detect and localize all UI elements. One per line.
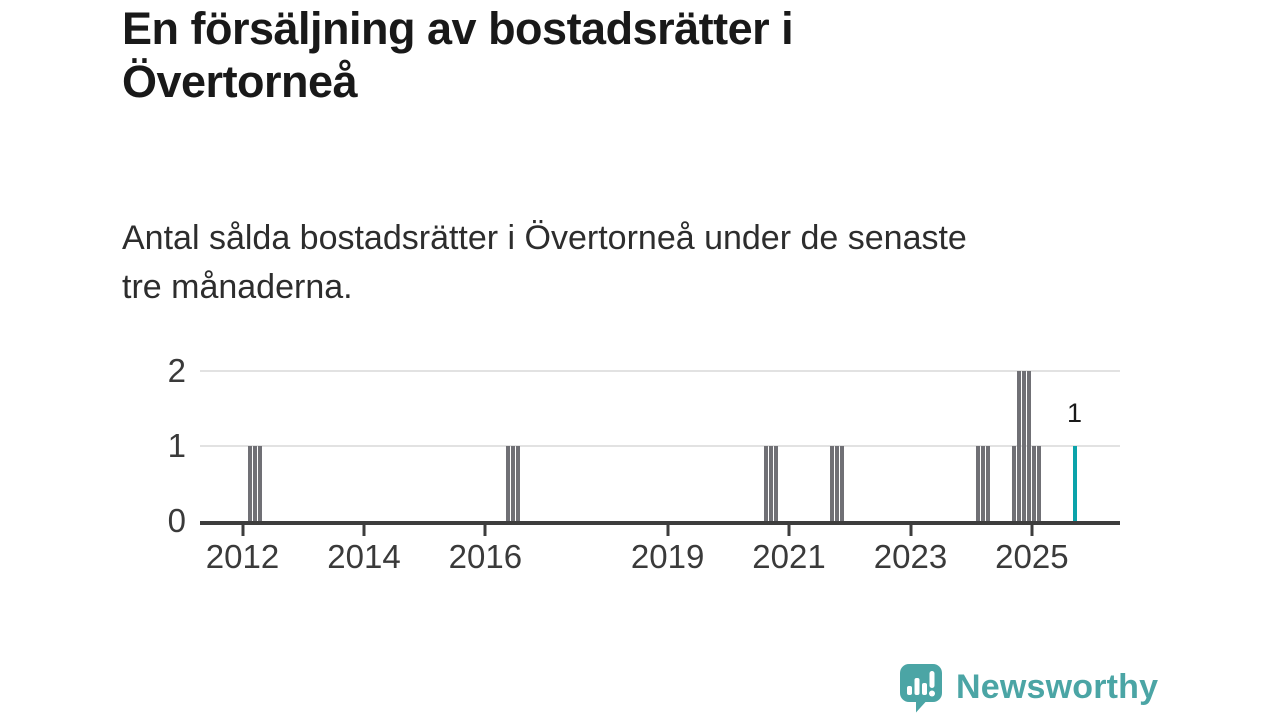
bar-2025-01: [1031, 446, 1036, 521]
x-axis-label-2014: 2014: [327, 538, 401, 575]
bar-2024-10: [1016, 371, 1021, 521]
x-axis-label-2019: 2019: [630, 538, 705, 575]
bar-2021-11: [839, 446, 844, 521]
bar-2012-02: [247, 446, 252, 521]
latest-value-label: 1: [1066, 398, 1083, 428]
bar-2024-04: [986, 446, 991, 521]
bar-2021-09: [829, 446, 834, 521]
x-axis-tick-2023: [909, 525, 912, 536]
x-axis-tick-2021: [787, 525, 791, 536]
gridline-y-2: [200, 370, 1120, 372]
bar-2024-11: [1021, 371, 1026, 521]
y-axis-labels: 0 1 2: [128, 352, 186, 539]
chart-subtitle-line-1: Antal sålda bostadsrätter i Övertorneå u…: [122, 219, 967, 257]
x-axis-tick-2025: [1030, 525, 1034, 536]
x-axis-label-2016: 2016: [448, 538, 523, 575]
bar-2020-08: [763, 446, 768, 521]
bar-2021-10: [834, 446, 839, 521]
chart-subtitle-line-2: tre månaderna.: [122, 268, 353, 306]
page-title-line-2: Övertorneå: [122, 56, 358, 107]
gridline-y-1: [200, 445, 1120, 447]
x-axis-tick-2019: [666, 525, 670, 536]
y-axis-label-0: 0: [167, 502, 186, 539]
x-axis-label-2012: 2012: [205, 538, 280, 575]
x-axis-label-2021: 2021: [752, 538, 826, 575]
bar-2016-05: [505, 446, 510, 521]
bar-2020-09: [768, 446, 773, 521]
bar-2012-03: [252, 446, 257, 521]
newsworthy-wordmark: Newsworthy: [956, 668, 1159, 706]
bar-2024-12: [1026, 371, 1031, 521]
y-axis-label-1: 1: [167, 427, 186, 464]
highlight-bar-2025-09: [1072, 446, 1077, 521]
page-title: En försäljning av bostadsrätter i Överto…: [122, 2, 1182, 108]
bar-2016-06: [510, 446, 515, 521]
bar-2024-03: [981, 446, 986, 521]
x-axis-label-2023: 2023: [873, 538, 948, 575]
x-axis-tick-2016: [483, 525, 487, 536]
newsworthy-icon: [900, 664, 942, 713]
bar-2016-07: [515, 446, 520, 521]
newsworthy-logo: Newsworthy: [897, 662, 1158, 713]
plot-area: 1 2012 2014 2016 2019 2021 2023 2025: [200, 370, 1120, 575]
x-axis-tick-2012: [241, 525, 244, 536]
bar-2012-04: [257, 446, 262, 521]
y-axis-label-2: 2: [167, 352, 186, 389]
bar-2024-02: [976, 446, 981, 521]
bar-2025-02: [1037, 446, 1041, 521]
page-title-line-1: En försäljning av bostadsrätter i: [122, 3, 794, 54]
bar-2020-10: [773, 446, 778, 521]
x-axis-line: [200, 521, 1120, 525]
chart-subtitle: Antal sålda bostadsrätter i Övertorneå u…: [122, 214, 1142, 312]
x-axis-tick-2014: [362, 525, 366, 536]
x-axis-label-2025: 2025: [995, 538, 1069, 575]
bar-2024-09: [1011, 446, 1016, 521]
